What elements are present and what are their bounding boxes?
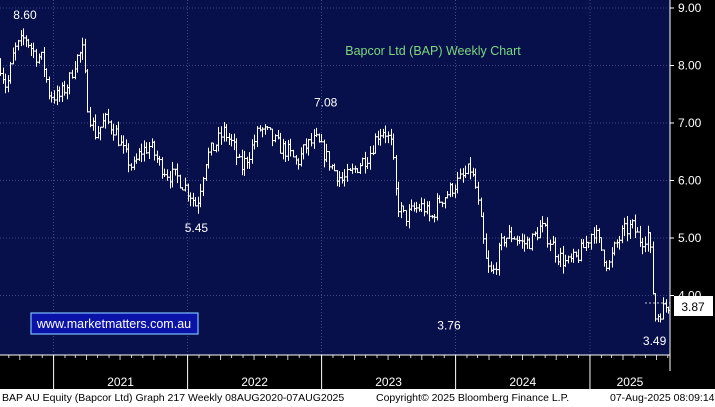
ohlc-bars	[0, 28, 671, 323]
footer-timestamp: 07-Aug-2025 08:09:14	[610, 392, 715, 404]
price-annotation: 3.49	[643, 334, 667, 348]
y-tick-label: 6.00	[678, 174, 702, 188]
y-tick-label: 7.00	[678, 116, 702, 130]
price-annotation: 3.76	[437, 318, 461, 332]
footer-bar: BAP AU Equity (Bapcor Ltd) Graph 217 Wee…	[0, 389, 715, 407]
chart-title: Bapcor Ltd (BAP) Weekly Chart	[345, 44, 521, 58]
x-tick-label: 2024	[509, 375, 536, 389]
x-tick-label: 2021	[107, 375, 134, 389]
plot-background	[0, 0, 670, 355]
footer-security-info: BAP AU Equity (Bapcor Ltd) Graph 217 Wee…	[2, 392, 345, 404]
x-tick-label: 2023	[375, 375, 402, 389]
x-axis-panel	[0, 355, 715, 389]
footer-copyright: Copyright© 2025 Bloomberg Finance L.P.	[376, 392, 570, 404]
price-annotations: 8.60 5.45 7.08 3.76 3.49	[13, 8, 670, 348]
last-price-tag: 3.87	[674, 296, 713, 316]
website-box[interactable]: www.marketmatters.com.au	[30, 312, 199, 335]
price-annotation: 7.08	[314, 95, 338, 109]
gridlines	[0, 0, 670, 355]
price-annotation: 5.45	[185, 221, 209, 235]
last-price-label: 3.87	[681, 300, 705, 314]
y-tick-label: 5.00	[678, 231, 702, 245]
y-tick-label: 9.00	[678, 1, 702, 15]
x-tick-label: 2025	[617, 375, 644, 389]
price-annotation: 8.60	[13, 8, 37, 22]
y-tick-label: 8.00	[678, 59, 702, 73]
website-link[interactable]: www.marketmatters.com.au	[36, 317, 191, 331]
x-tick-label: 2022	[241, 375, 268, 389]
